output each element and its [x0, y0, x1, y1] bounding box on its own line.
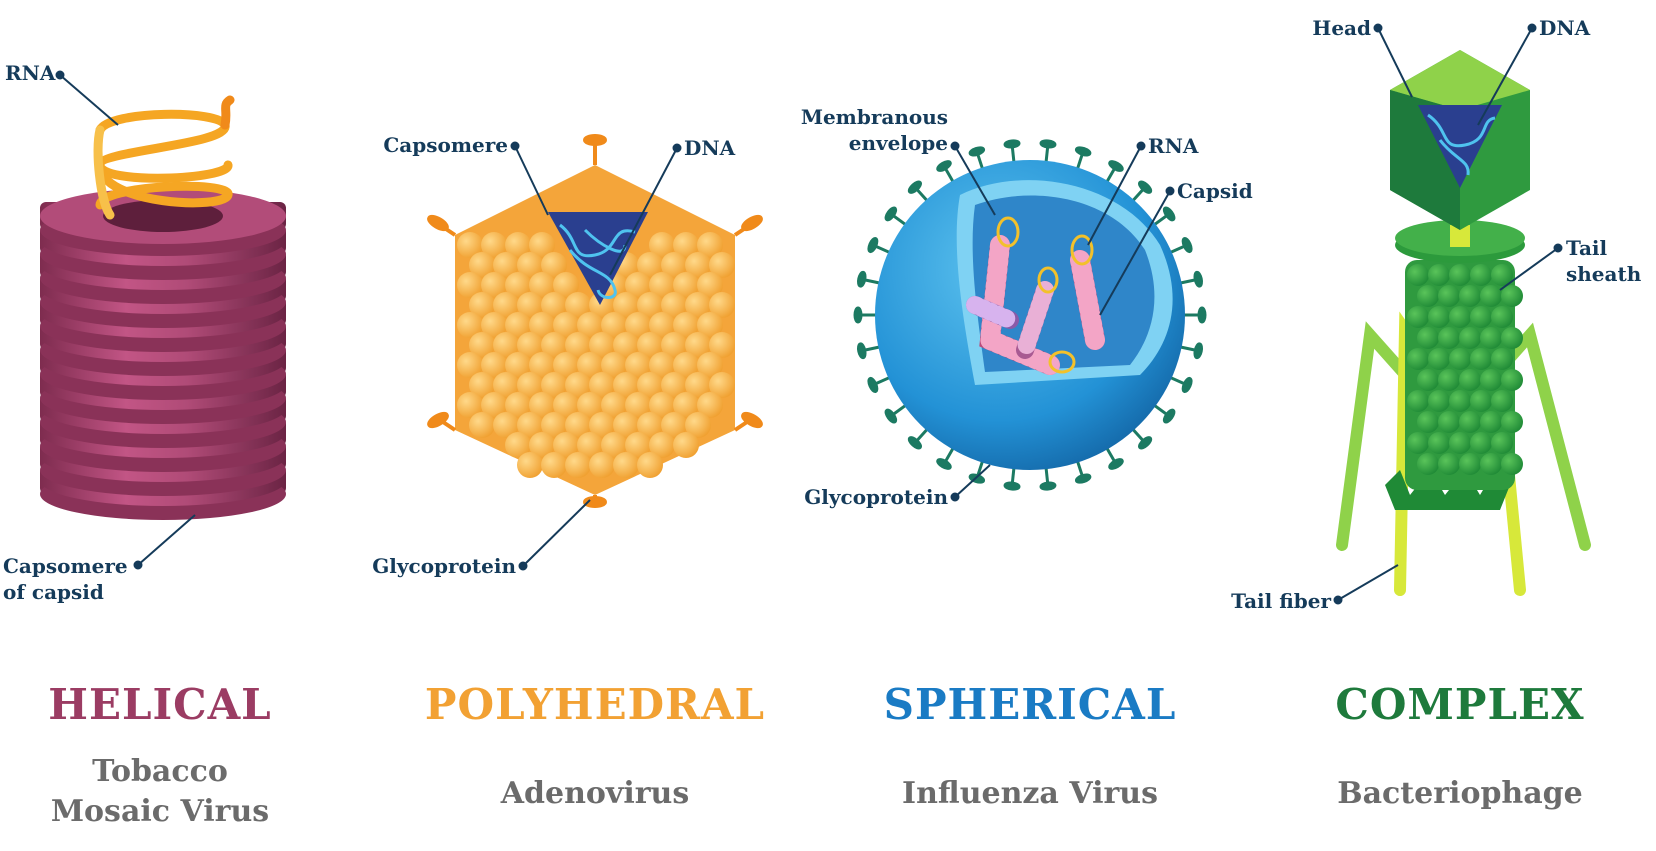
rna-coil [93, 95, 235, 220]
complex-virus-drawing [1333, 23, 1591, 605]
helical-capsomere-label: Capsomere of capsid [3, 554, 128, 604]
spherical-subtitle: Influenza Virus [902, 776, 1158, 811]
complex-title: COMPLEX [1335, 680, 1585, 729]
spherical-capsid-label: Capsid [1177, 179, 1253, 203]
spherical-glycoprotein-label: Glycoprotein [804, 485, 948, 509]
complex-tail-sheath-label: Tail sheath [1566, 236, 1642, 286]
complex-subtitle: Bacteriophage [1337, 776, 1583, 811]
helical-title: HELICAL [48, 680, 272, 729]
polyhedral-title: POLYHEDRAL [424, 680, 766, 729]
spherical-title: SPHERICAL [883, 680, 1177, 729]
spherical-virus-drawing [853, 139, 1207, 502]
complex-head-label: Head [1312, 16, 1371, 40]
helical-virus-drawing [40, 70, 286, 570]
helical-subtitle: Tobacco Mosaic Virus [50, 754, 270, 829]
polyhedral-dna-label: DNA [684, 136, 736, 160]
polyhedral-virus-drawing [427, 134, 763, 571]
spherical-rna-label: RNA [1148, 134, 1199, 158]
complex-dna-label: DNA [1539, 16, 1591, 40]
complex-tail-fiber-label: Tail fiber [1231, 589, 1331, 613]
spherical-envelope-label: Membranous envelope [800, 105, 948, 155]
polyhedral-subtitle: Adenovirus [500, 776, 690, 811]
polyhedral-capsomere-label: Capsomere [383, 133, 508, 157]
helical-rna-label: RNA [5, 61, 56, 85]
polyhedral-glycoprotein-label: Glycoprotein [372, 554, 516, 578]
